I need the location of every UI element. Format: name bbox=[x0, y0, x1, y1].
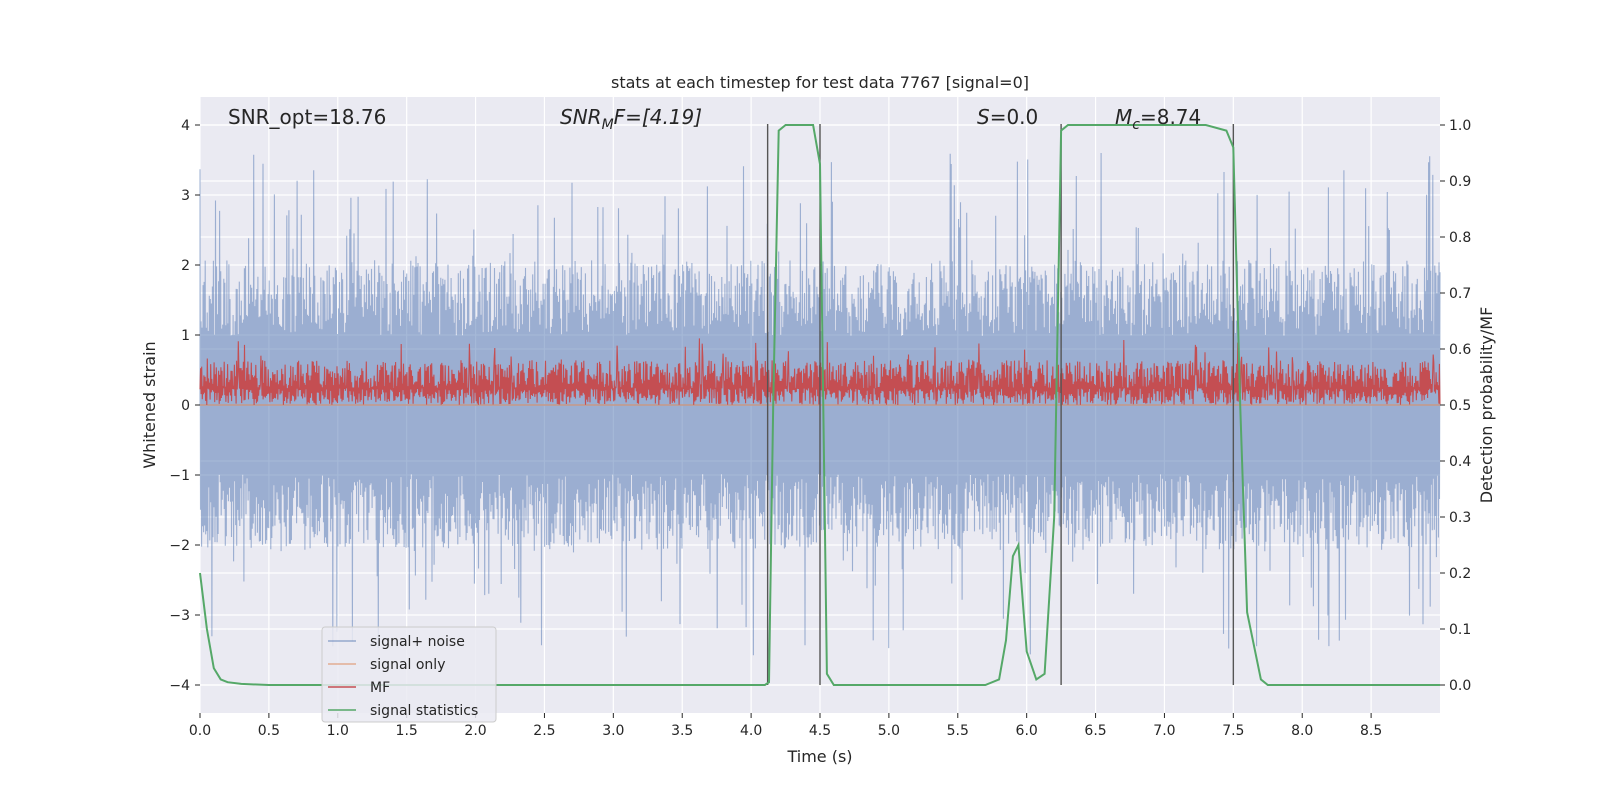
y-axis-right-label: Detection probability/MF bbox=[1477, 307, 1496, 504]
x-tick-label-5: 2.5 bbox=[533, 723, 555, 739]
x-tick-label-6: 3.0 bbox=[602, 723, 624, 739]
y-right-tick-label-6: 0.4 bbox=[1449, 454, 1471, 470]
y-left-tick-label-1: 3 bbox=[181, 188, 190, 204]
annotation-s: S=0.0 bbox=[977, 105, 1038, 129]
y-right-tick-label-1: 0.9 bbox=[1449, 174, 1471, 190]
annotation-snr-mf-main: SNR bbox=[560, 105, 602, 129]
legend-label-signal-noise: signal+ noise bbox=[370, 634, 465, 650]
y-right-tick-label-7: 0.3 bbox=[1449, 510, 1471, 526]
x-axis-label: Time (s) bbox=[786, 747, 852, 766]
y-right-tick-label-4: 0.6 bbox=[1449, 342, 1471, 358]
y-left-tick-label-3: 1 bbox=[181, 328, 190, 344]
y-left-tick-label-2: 2 bbox=[181, 258, 190, 274]
legend-label-mf: MF bbox=[370, 680, 390, 696]
y-right-tick-label-9: 0.1 bbox=[1449, 622, 1471, 638]
x-tick-label-8: 4.0 bbox=[740, 723, 762, 739]
x-tick-label-17: 8.5 bbox=[1360, 723, 1382, 739]
y-right-tick-label-2: 0.8 bbox=[1449, 230, 1471, 246]
y-left-tick-label-6: −2 bbox=[169, 538, 190, 554]
chart-title: stats at each timestep for test data 776… bbox=[611, 73, 1029, 92]
annotation-snr-mf: SNRMF=[4.19] bbox=[560, 105, 702, 133]
annotation-mc-rest: =8.74 bbox=[1140, 105, 1201, 129]
annotation-snr-mf-rest: F=[4.19] bbox=[614, 105, 702, 129]
x-tick-label-1: 0.5 bbox=[258, 723, 280, 739]
legend-label-signal-statistics: signal statistics bbox=[370, 703, 478, 719]
x-tick-label-11: 5.5 bbox=[947, 723, 969, 739]
x-tick-label-3: 1.5 bbox=[396, 723, 418, 739]
x-tick-label-14: 7.0 bbox=[1153, 723, 1175, 739]
x-tick-label-12: 6.0 bbox=[1016, 723, 1038, 739]
y-left-tick-label-8: −4 bbox=[169, 678, 190, 694]
x-tick-label-7: 3.5 bbox=[671, 723, 693, 739]
y-right-tick-label-0: 1.0 bbox=[1449, 118, 1471, 134]
y-left-tick-label-5: −1 bbox=[169, 468, 190, 484]
x-tick-label-9: 4.5 bbox=[809, 723, 831, 739]
annotation-mc-main: M bbox=[1115, 105, 1132, 129]
annotation-s-rest: =0.0 bbox=[990, 105, 1039, 129]
x-tick-label-0: 0.0 bbox=[189, 723, 211, 739]
annotation-mc: Mc=8.74 bbox=[1115, 105, 1201, 133]
annotation-snr-mf-sub: M bbox=[602, 117, 614, 133]
y-left-tick-label-0: 4 bbox=[181, 118, 190, 134]
x-tick-label-13: 6.5 bbox=[1084, 723, 1106, 739]
y-left-tick-label-7: −3 bbox=[169, 608, 190, 624]
y-right-tick-label-10: 0.0 bbox=[1449, 678, 1471, 694]
annotation-snr-opt: SNR_opt=18.76 bbox=[228, 105, 386, 129]
x-tick-label-4: 2.0 bbox=[464, 723, 486, 739]
x-tick-label-15: 7.5 bbox=[1222, 723, 1244, 739]
legend-label-signal-only: signal only bbox=[370, 657, 445, 673]
annotation-s-main: S bbox=[977, 105, 990, 129]
legend: signal+ noise signal only MF signal stat… bbox=[321, 626, 497, 723]
y-right-tick-label-3: 0.7 bbox=[1449, 286, 1471, 302]
legend-box bbox=[321, 626, 497, 723]
axis-ticks: 0.0 0.5 1.0 1.5 2.0 2.5 3.0 3.5 4.0 4.5 5.0 5.5 6.0 6… bbox=[169, 118, 1471, 739]
annotation-mc-sub: c bbox=[1132, 117, 1140, 133]
x-tick-label-10: 5.0 bbox=[878, 723, 900, 739]
y-right-tick-label-8: 0.2 bbox=[1449, 566, 1471, 582]
x-tick-label-16: 8.0 bbox=[1291, 723, 1313, 739]
y-axis-left-label: Whitened strain bbox=[140, 341, 159, 468]
x-tick-label-2: 1.0 bbox=[327, 723, 349, 739]
y-right-tick-label-5: 0.5 bbox=[1449, 398, 1471, 414]
y-left-tick-label-4: 0 bbox=[181, 398, 190, 414]
